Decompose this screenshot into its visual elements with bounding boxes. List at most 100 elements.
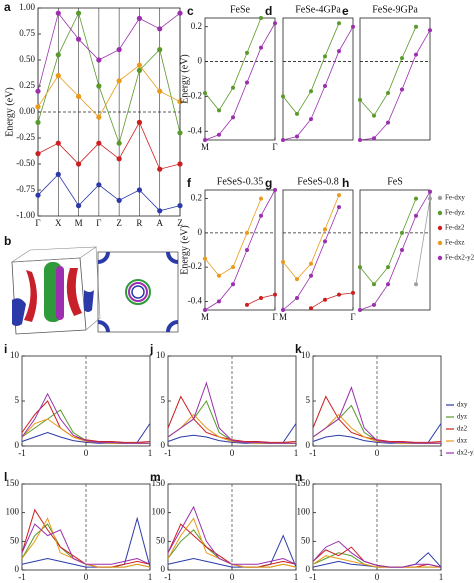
panel-label: i xyxy=(4,342,7,356)
panel-label: c xyxy=(187,4,194,18)
band-point xyxy=(351,24,355,29)
x-tick-label: Z xyxy=(116,218,122,228)
band-point xyxy=(136,15,143,21)
series-line xyxy=(282,23,340,115)
series-line xyxy=(167,381,296,444)
band-point xyxy=(337,49,341,54)
y-tick-label: -0.25 xyxy=(16,132,35,142)
x-tick-label: 1 xyxy=(294,572,299,582)
band-point xyxy=(400,56,404,61)
band-point xyxy=(157,88,163,94)
legend-label: dyz xyxy=(457,413,467,421)
panel-label: j xyxy=(149,342,153,356)
chart-e: FeSe-9GPa xyxy=(358,4,432,142)
series-line xyxy=(282,206,340,311)
series-line xyxy=(312,395,442,443)
plot-frame xyxy=(282,189,354,311)
band-point xyxy=(259,213,263,218)
band-point xyxy=(75,36,82,42)
x-tick-label: 0 xyxy=(230,572,235,582)
y-tick-label: 0.25 xyxy=(19,80,35,90)
series-line xyxy=(204,23,276,141)
x-tick-label: M xyxy=(279,312,287,322)
x-tick-label: -1 xyxy=(18,572,26,582)
chart-a: -1.00 -0.75 -0.50 -0.25 0.00 0.25 0.50 0.75 1.00… xyxy=(4,2,182,228)
panel-title: FeS xyxy=(387,176,403,187)
band-point xyxy=(414,196,418,201)
legend-label: Fe-dx2-y2 xyxy=(445,254,474,262)
band-point xyxy=(372,136,376,141)
band-point xyxy=(309,117,313,122)
panel-label: g xyxy=(265,176,272,190)
y-tick-label: 0.50 xyxy=(19,54,35,64)
y-axis-label: Energy (eV) xyxy=(179,54,190,104)
y-tick-label: 10 xyxy=(10,350,20,360)
band-point xyxy=(96,140,102,146)
band-point xyxy=(372,302,376,307)
band-point xyxy=(309,273,313,278)
y-tick-label: 50 xyxy=(301,535,311,545)
series-line xyxy=(37,173,181,212)
band-point xyxy=(281,138,285,142)
band-point xyxy=(245,50,249,55)
y-tick-label: -0.2 xyxy=(188,90,202,100)
y-tick-label: -0.50 xyxy=(16,158,35,168)
x-tick-label: 0 xyxy=(375,448,380,458)
band-point xyxy=(177,161,183,167)
series-line xyxy=(204,189,276,311)
band-point xyxy=(116,140,122,146)
y-tick-label: -0.75 xyxy=(16,184,35,194)
series-line xyxy=(37,64,181,118)
panel-title: FeSeS-0.8 xyxy=(297,176,338,187)
band-point xyxy=(428,28,432,33)
band-point xyxy=(157,47,163,53)
band-point xyxy=(358,265,362,270)
x-tick-label: -1 xyxy=(164,448,172,458)
band-point xyxy=(386,265,390,270)
y-tick-label: 0 xyxy=(198,227,203,237)
chart-d: FeSe-4GPa xyxy=(281,4,355,142)
series-line xyxy=(312,555,441,568)
y-tick-label: 0 xyxy=(15,564,20,574)
band-point xyxy=(96,114,102,120)
band-point xyxy=(231,265,235,270)
band-point xyxy=(35,88,41,94)
band-point xyxy=(281,94,285,99)
legend-swatch xyxy=(437,195,443,201)
legend-swatch xyxy=(437,225,443,231)
band-point xyxy=(309,261,313,266)
band-point xyxy=(414,282,418,287)
band-point xyxy=(157,166,163,172)
band-point xyxy=(203,308,207,312)
y-tick-label: 50 xyxy=(10,535,20,545)
plot-frame xyxy=(282,17,354,141)
band-point xyxy=(323,54,327,59)
band-point xyxy=(414,24,418,29)
chart-g: M Γ FeSeS-0.8 xyxy=(279,176,356,322)
band-point xyxy=(217,299,221,304)
band-point xyxy=(428,189,432,194)
band-point xyxy=(136,67,143,73)
band-point xyxy=(55,171,61,177)
band-point xyxy=(136,119,143,125)
band-point xyxy=(96,182,102,188)
band-point xyxy=(217,132,221,137)
y-tick-label: 150 xyxy=(6,478,20,488)
x-tick-label: 1 xyxy=(439,448,444,458)
band-point xyxy=(75,93,82,99)
band-point xyxy=(337,292,341,297)
band-point xyxy=(295,134,299,139)
band-point xyxy=(295,296,299,300)
panel-label: e xyxy=(342,4,349,18)
y-tick-label: 0 xyxy=(161,564,166,574)
y-tick-label: 0.2 xyxy=(191,193,202,203)
band-point xyxy=(217,273,221,278)
band-point xyxy=(35,192,41,198)
band-point xyxy=(96,83,102,89)
x-tick-label: Γ xyxy=(96,218,101,228)
y-tick-label: 0 xyxy=(306,564,311,574)
y-tick-label: 5 xyxy=(306,395,311,405)
